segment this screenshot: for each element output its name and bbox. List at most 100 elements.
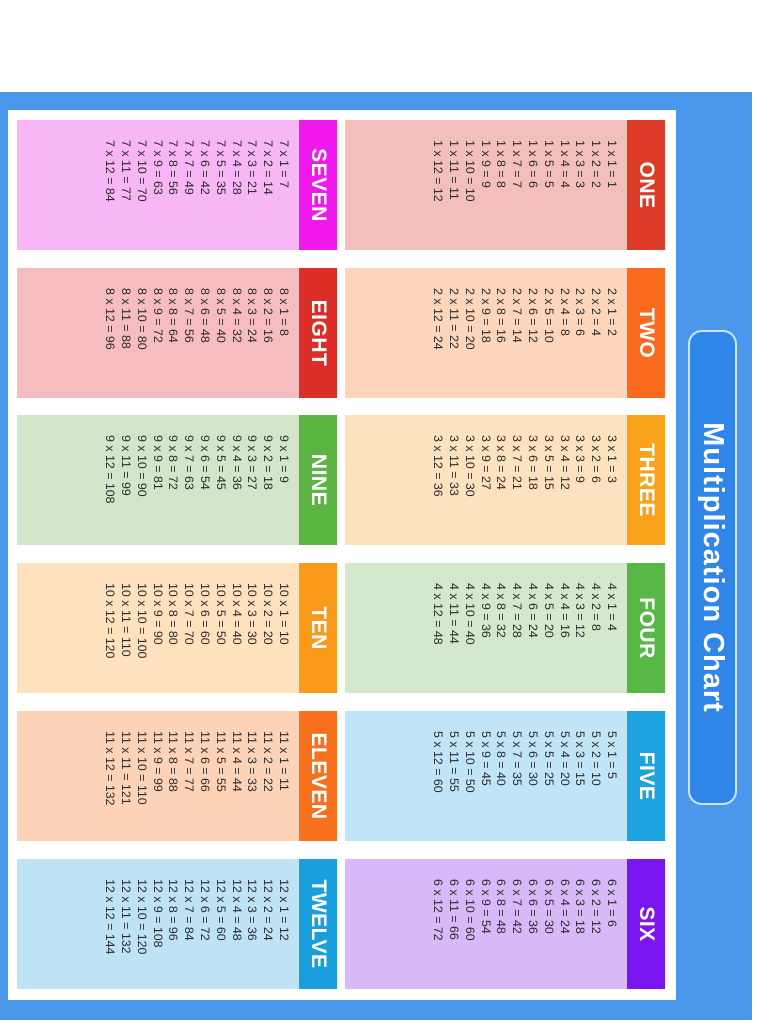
table-row: 1 x 12 = 12 <box>431 140 446 202</box>
table-row: 2 x 4 = 8 <box>557 288 572 336</box>
table-row: 10 x 11 = 110 <box>119 583 134 657</box>
table-row: 12 x 12 = 144 <box>103 879 118 955</box>
table-row: 12 x 4 = 48 <box>229 879 244 941</box>
table-row: 2 x 9 = 18 <box>478 288 493 343</box>
table-row: 8 x 12 = 96 <box>103 288 118 350</box>
table-row: 11 x 10 = 110 <box>134 731 149 805</box>
table-row: 10 x 5 = 50 <box>213 583 228 645</box>
table-row: 7 x 12 = 84 <box>103 140 118 202</box>
table-row: 11 x 4 = 44 <box>229 731 244 792</box>
table-row: 9 x 10 = 90 <box>134 435 149 497</box>
table-row: 10 x 1 = 10 <box>277 583 291 645</box>
table-row: 8 x 11 = 88 <box>119 288 134 349</box>
table-row: 1 x 7 = 7 <box>510 140 525 188</box>
table-row: 10 x 12 = 120 <box>103 583 118 659</box>
table-row: 10 x 6 = 60 <box>198 583 213 645</box>
table-row: 6 x 6 = 36 <box>526 879 541 934</box>
table-row: 1 x 8 = 8 <box>494 140 509 188</box>
table-rows: 11 x 1 = 11 11 x 2 = 22 11 x 3 = 33 11 x 4 … <box>101 711 299 841</box>
table-row: 5 x 7 = 35 <box>510 731 525 786</box>
table-row: 12 x 9 = 108 <box>150 879 165 948</box>
table-row: 9 x 3 = 27 <box>245 435 260 490</box>
table-row: 7 x 7 = 49 <box>182 140 197 195</box>
table-row: 5 x 2 = 10 <box>589 731 604 786</box>
table-row: 1 x 11 = 11 <box>447 140 462 200</box>
table-row: 6 x 9 = 54 <box>478 879 493 934</box>
table-row: 4 x 9 = 36 <box>478 583 493 638</box>
table-row: 12 x 10 = 120 <box>134 879 149 955</box>
table-row: 10 x 9 = 90 <box>150 583 165 645</box>
table-row: 3 x 6 = 18 <box>526 435 541 490</box>
table-header: EIGHT <box>299 268 337 398</box>
table-row: 11 x 2 = 22 <box>261 731 276 792</box>
table-row: 3 x 4 = 12 <box>557 435 572 490</box>
table-row: 10 x 2 = 20 <box>261 583 276 645</box>
table-row: 5 x 9 = 45 <box>478 731 493 786</box>
table-card-ten: TEN 10 x 1 = 10 10 x 2 = 20 10 x 3 = 30 10 x… <box>17 563 337 693</box>
table-row: 3 x 2 = 6 <box>589 435 604 483</box>
table-row: 12 x 1 = 12 <box>277 879 291 941</box>
table-row: 2 x 11 = 22 <box>447 288 462 349</box>
table-row: 9 x 5 = 45 <box>213 435 228 490</box>
table-row: 5 x 11 = 55 <box>447 731 462 792</box>
table-row: 4 x 5 = 20 <box>541 583 556 638</box>
table-row: 9 x 4 = 36 <box>229 435 244 490</box>
table-row: 2 x 3 = 6 <box>573 288 588 336</box>
table-row: 8 x 9 = 72 <box>150 288 165 343</box>
table-row: 3 x 3 = 9 <box>573 435 588 483</box>
table-row: 6 x 2 = 12 <box>589 879 604 934</box>
table-row: 11 x 7 = 77 <box>182 731 197 792</box>
table-row: 4 x 6 = 24 <box>526 583 541 638</box>
table-row: 4 x 2 = 8 <box>589 583 604 631</box>
table-row: 9 x 12 = 108 <box>103 435 118 504</box>
table-rows: 10 x 1 = 10 10 x 2 = 20 10 x 3 = 30 10 x 4 … <box>101 563 299 693</box>
table-row: 12 x 7 = 84 <box>182 879 197 941</box>
table-row: 9 x 8 = 72 <box>166 435 181 490</box>
table-row: 6 x 3 = 18 <box>573 879 588 934</box>
table-header: SEVEN <box>299 120 337 250</box>
table-row: 7 x 2 = 14 <box>261 140 276 195</box>
table-row: 3 x 10 = 30 <box>462 435 477 497</box>
table-row: 11 x 9 = 99 <box>150 731 165 792</box>
table-row: 3 x 12 = 36 <box>431 435 446 497</box>
table-row: 6 x 7 = 42 <box>510 879 525 934</box>
table-row: 2 x 6 = 12 <box>526 288 541 343</box>
table-row: 3 x 7 = 21 <box>510 435 525 490</box>
table-row: 7 x 6 = 42 <box>198 140 213 195</box>
table-row: 6 x 8 = 48 <box>494 879 509 934</box>
table-row: 6 x 12 = 72 <box>431 879 446 941</box>
table-row: 4 x 12 = 48 <box>431 583 446 645</box>
table-row: 11 x 12 = 132 <box>103 731 118 806</box>
table-header: THREE <box>627 415 665 545</box>
table-row: 12 x 6 = 72 <box>198 879 213 941</box>
table-card-twelve: TWELVE 12 x 1 = 12 12 x 2 = 24 12 x 3 = 36 1… <box>17 859 337 989</box>
table-row: 4 x 11 = 44 <box>447 583 462 644</box>
table-row: 11 x 8 = 88 <box>166 731 181 792</box>
table-row: 9 x 9 = 81 <box>150 435 165 490</box>
table-row: 7 x 8 = 56 <box>166 140 181 195</box>
table-row: 1 x 10 = 10 <box>462 140 477 202</box>
table-row: 10 x 8 = 80 <box>166 583 181 645</box>
table-header: ELEVEN <box>299 711 337 841</box>
table-row: 8 x 10 = 80 <box>134 288 149 350</box>
table-row: 9 x 11 = 99 <box>119 435 134 496</box>
table-row: 2 x 10 = 20 <box>462 288 477 350</box>
table-row: 3 x 11 = 33 <box>447 435 462 496</box>
table-row: 1 x 5 = 5 <box>541 140 556 188</box>
table-row: 12 x 5 = 60 <box>213 879 228 941</box>
table-row: 7 x 1 = 7 <box>277 140 291 188</box>
table-row: 4 x 4 = 16 <box>557 583 572 638</box>
table-row: 5 x 10 = 50 <box>462 731 477 793</box>
table-row: 4 x 10 = 40 <box>462 583 477 645</box>
